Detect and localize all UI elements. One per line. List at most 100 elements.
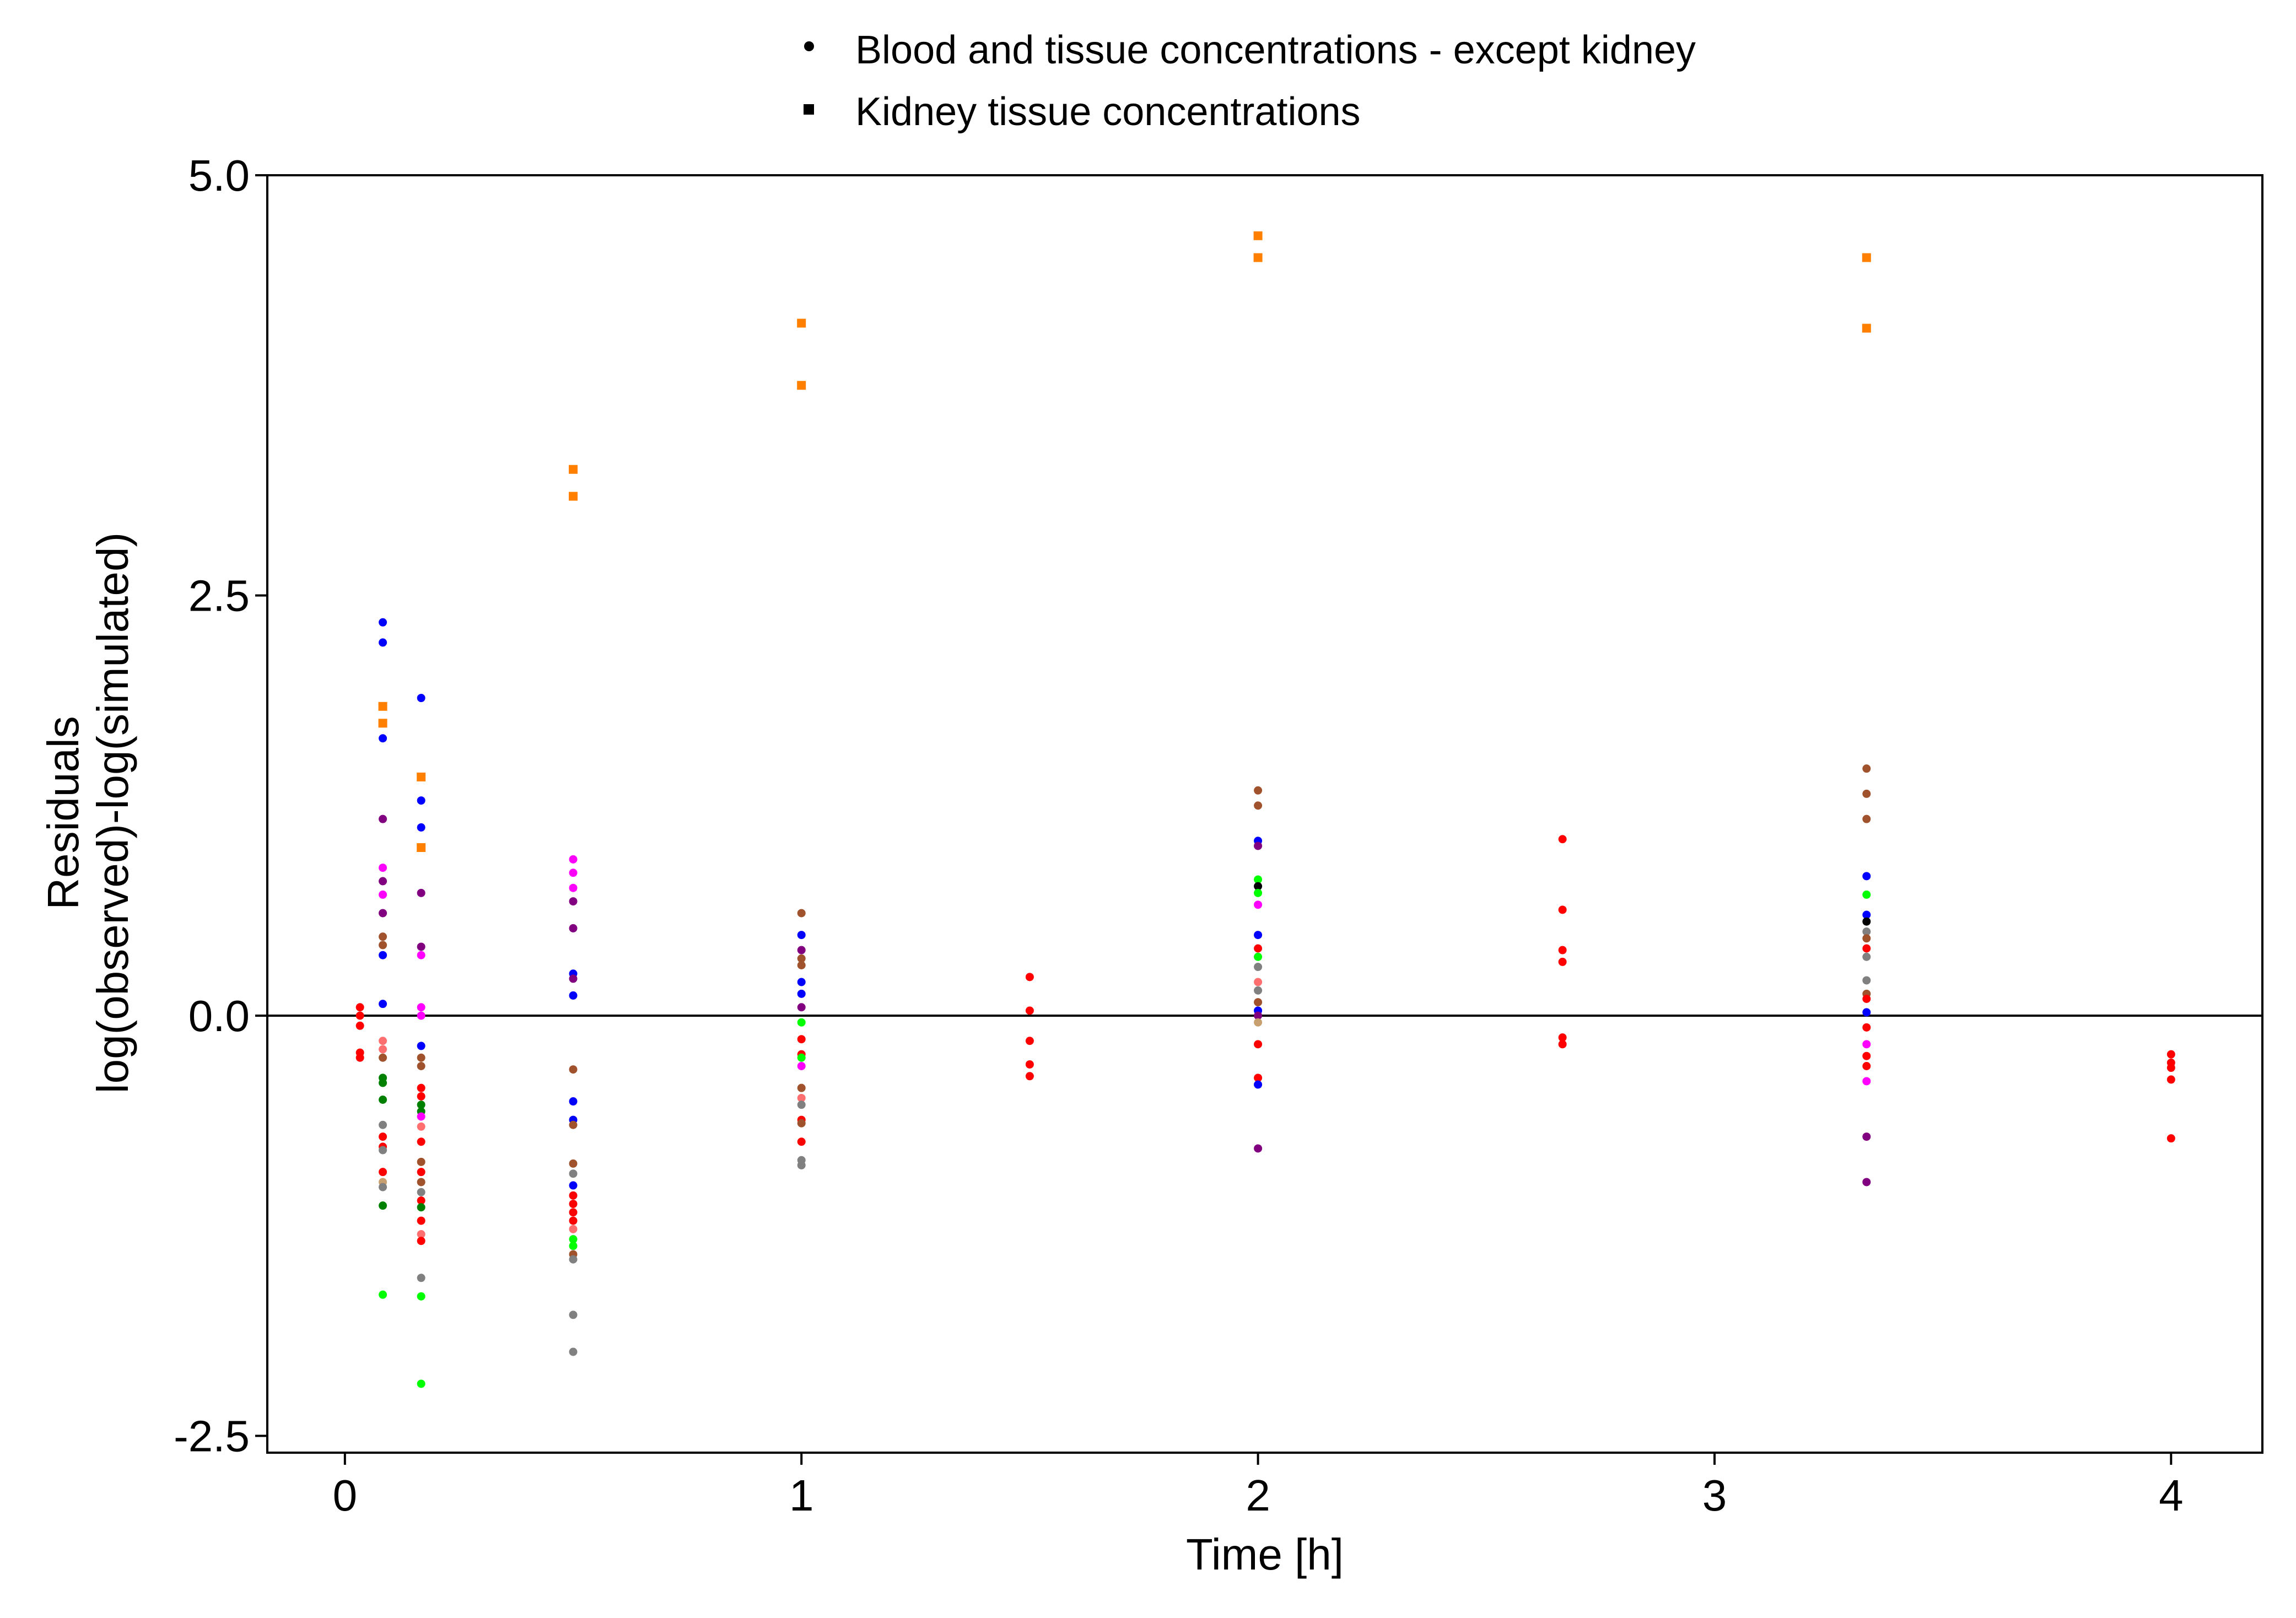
blood-tissue-data-point <box>797 1161 806 1169</box>
blood-tissue-data-point <box>797 1119 806 1128</box>
blood-tissue-data-point <box>797 1035 806 1044</box>
blood-tissue-data-point <box>569 1216 578 1225</box>
blood-tissue-data-point <box>569 883 578 892</box>
blood-tissue-data-point <box>797 961 806 969</box>
blood-tissue-data-point <box>379 1078 387 1087</box>
blood-tissue-data-point <box>1558 905 1567 914</box>
y-tick-label: 2.5 <box>188 571 250 621</box>
blood-tissue-data-point <box>417 1112 425 1121</box>
blood-tissue-data-point <box>417 1188 425 1196</box>
blood-tissue-data-point <box>569 1169 578 1178</box>
blood-tissue-data-point <box>417 1196 425 1205</box>
blood-tissue-data-point <box>355 1003 364 1012</box>
blood-tissue-data-point <box>379 1290 387 1299</box>
blood-tissue-data-point <box>1254 842 1263 850</box>
kidney-data-point <box>569 492 578 501</box>
blood-tissue-data-point <box>569 1159 578 1168</box>
blood-tissue-data-point <box>1862 1051 1871 1060</box>
blood-tissue-data-point <box>1254 1011 1263 1020</box>
blood-tissue-data-point <box>1862 927 1871 936</box>
blood-tissue-data-point <box>417 1053 425 1062</box>
blood-tissue-data-point <box>569 1242 578 1250</box>
blood-tissue-data-point <box>2166 1134 2175 1143</box>
blood-tissue-data-point <box>1862 1178 1871 1186</box>
blood-tissue-data-point <box>379 1045 387 1054</box>
blood-tissue-data-point <box>379 1000 387 1008</box>
blood-tissue-data-point <box>379 877 387 886</box>
blood-tissue-data-point <box>417 1003 425 1012</box>
blood-tissue-data-point <box>1862 934 1871 943</box>
blood-tissue-data-point <box>569 1200 578 1209</box>
blood-tissue-data-point <box>417 1062 425 1070</box>
blood-tissue-data-point <box>2166 1075 2175 1084</box>
blood-tissue-data-point <box>1862 952 1871 961</box>
blood-tissue-data-point <box>1254 1040 1263 1049</box>
blood-tissue-data-point <box>1558 1040 1567 1049</box>
blood-tissue-data-point <box>379 618 387 627</box>
y-tick-label: -2.5 <box>174 1412 250 1461</box>
blood-tissue-data-point <box>417 1092 425 1101</box>
blood-tissue-data-point <box>1254 998 1263 1007</box>
blood-tissue-data-point <box>1862 1132 1871 1141</box>
blood-tissue-data-point <box>797 1093 806 1102</box>
blood-tissue-data-point <box>379 1146 387 1155</box>
kidney-data-point <box>1862 253 1871 262</box>
blood-tissue-data-point <box>797 1083 806 1092</box>
blood-tissue-data-point <box>569 1181 578 1190</box>
blood-tissue-data-point <box>797 1137 806 1146</box>
blood-tissue-data-point <box>417 1168 425 1177</box>
legend-label-blood-tissue: Blood and tissue concentrations - except… <box>855 28 1696 72</box>
blood-tissue-data-point <box>569 1225 578 1233</box>
legend: Blood and tissue concentrations - except… <box>804 28 1696 134</box>
blood-tissue-data-point <box>1025 1060 1034 1069</box>
kidney-data-point <box>569 465 578 474</box>
blood-tissue-data-point <box>1558 835 1567 844</box>
blood-tissue-data-point <box>1254 931 1263 940</box>
blood-tissue-data-point <box>1862 1040 1871 1049</box>
blood-tissue-data-point <box>569 1255 578 1264</box>
blood-tissue-data-point <box>379 890 387 899</box>
blood-tissue-data-point <box>379 734 387 743</box>
blood-tissue-data-point <box>2166 1050 2175 1059</box>
blood-tissue-data-point <box>379 1132 387 1141</box>
x-tick-label: 2 <box>1246 1471 1270 1520</box>
blood-tissue-data-point <box>1862 917 1871 926</box>
blood-tissue-data-point <box>417 1083 425 1092</box>
blood-tissue-data-point <box>1862 764 1871 773</box>
blood-tissue-data-point <box>1254 986 1263 995</box>
blood-tissue-data-point <box>1254 1080 1263 1089</box>
blood-tissue-data-point <box>1862 995 1871 1003</box>
blood-tissue-data-point <box>797 1101 806 1109</box>
blood-tissue-data-point <box>379 1168 387 1177</box>
blood-tissue-data-point <box>1862 815 1871 823</box>
blood-tissue-data-point <box>417 1178 425 1186</box>
blood-tissue-data-point <box>1025 973 1034 981</box>
blood-tissue-data-point <box>569 869 578 877</box>
blood-tissue-data-point <box>569 1235 578 1244</box>
blood-tissue-data-point <box>417 1237 425 1245</box>
kidney-data-point <box>797 319 806 328</box>
blood-tissue-data-point <box>1254 786 1263 795</box>
blood-tissue-data-point <box>797 1003 806 1012</box>
blood-tissue-data-point <box>417 1203 425 1212</box>
blood-tissue-data-point <box>569 924 578 932</box>
blood-tissue-data-point <box>417 1230 425 1238</box>
x-axis: 0 1 2 3 4 <box>333 1453 2184 1520</box>
y-tick-label: 5.0 <box>188 151 250 200</box>
blood-tissue-data-point <box>379 1120 387 1129</box>
blood-tissue-data-point <box>1025 1006 1034 1015</box>
blood-tissue-data-point <box>797 989 806 998</box>
blood-tissue-data-point <box>379 951 387 959</box>
blood-tissue-data-point <box>1254 1144 1263 1153</box>
blood-tissue-data-point <box>379 1183 387 1191</box>
legend-circle-marker <box>804 41 814 51</box>
blood-tissue-data-point <box>1254 952 1263 961</box>
blood-tissue-data-point <box>417 694 425 703</box>
blood-tissue-data-point <box>1254 801 1263 810</box>
blood-tissue-data-point <box>1862 890 1871 899</box>
blood-tissue-data-point <box>1254 1074 1263 1082</box>
blood-tissue-data-point <box>417 1379 425 1388</box>
blood-tissue-data-point <box>1025 1072 1034 1081</box>
blood-tissue-data-point <box>379 1037 387 1045</box>
